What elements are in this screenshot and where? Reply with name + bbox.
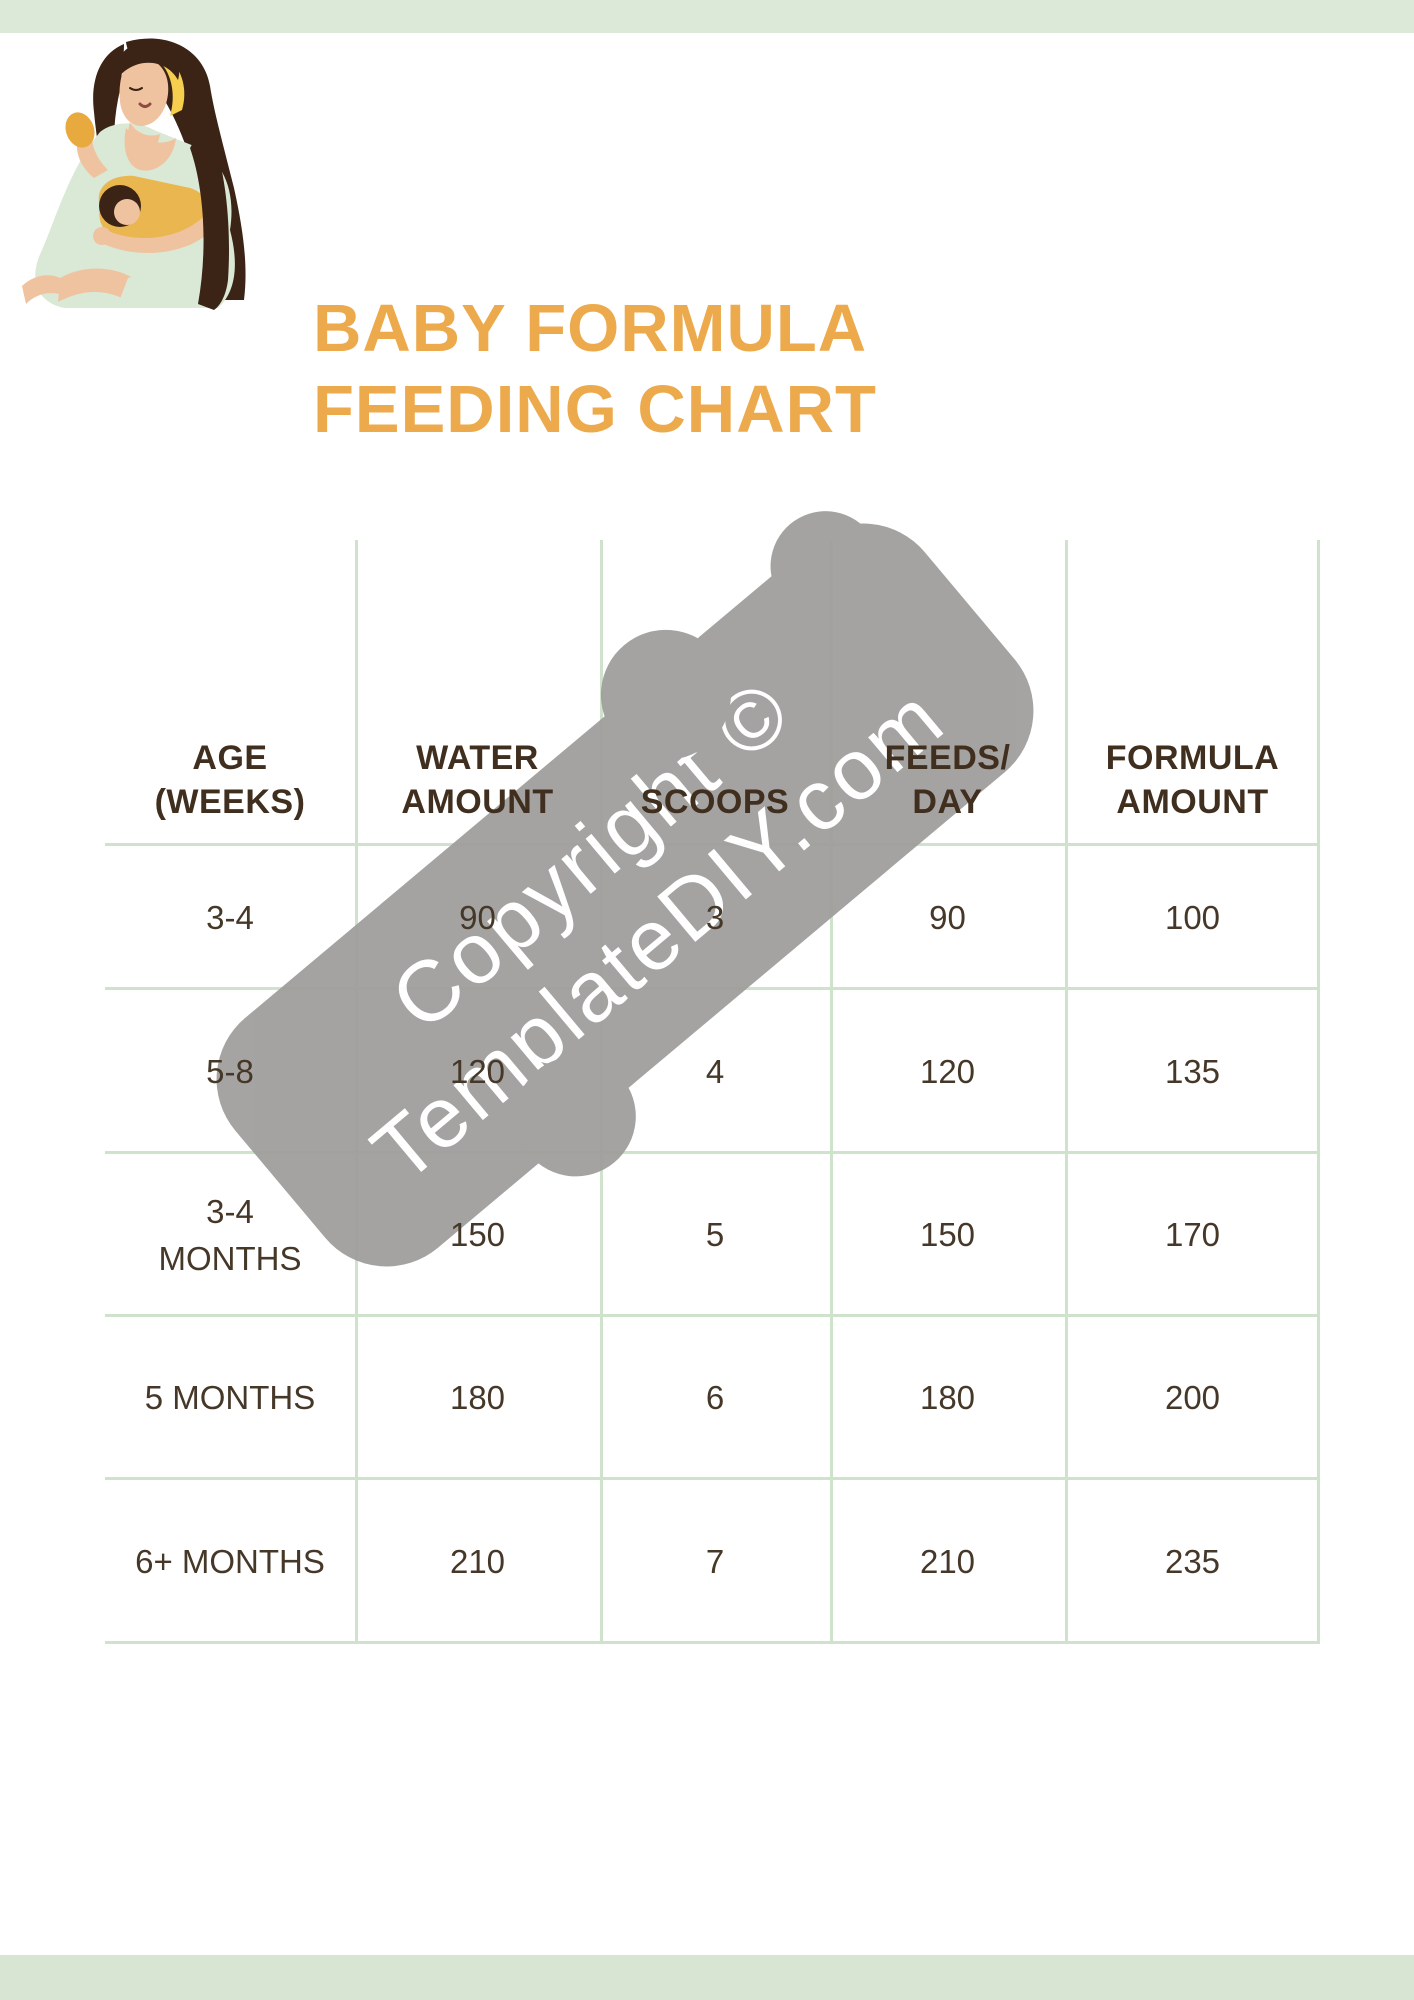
table-horizontal-line xyxy=(105,1314,1320,1317)
table-cell: 180 xyxy=(919,1379,976,1417)
table-cell: 235 xyxy=(1164,1542,1221,1580)
header-scoops: SCOOPS xyxy=(640,782,790,821)
table-cell: 5 MONTHS xyxy=(144,1379,316,1417)
table-cell: 6 xyxy=(705,1379,725,1417)
table-cell: 120 xyxy=(449,1052,506,1090)
header-age-weeks: AGE (WEEKS) xyxy=(154,738,306,821)
table-vertical-line xyxy=(1065,540,1068,1644)
table-cell: 210 xyxy=(919,1542,976,1580)
header-formula-amount: FORMULA AMOUNT xyxy=(1105,738,1280,821)
top-green-band xyxy=(0,0,1414,33)
table-cell: 150 xyxy=(919,1216,976,1254)
table-vertical-line xyxy=(830,540,833,1644)
table-cell: 180 xyxy=(449,1379,506,1417)
table-cells: AGE (WEEKS) WATER AMOUNT SCOOPS FEEDS/ D… xyxy=(105,540,1320,1644)
table-cell: 3-4 xyxy=(206,898,254,936)
table-horizontal-line xyxy=(105,1151,1320,1154)
page-title-line2: FEEDING CHART xyxy=(313,372,877,448)
mother-breastfeeding-baby-illustration xyxy=(22,38,246,310)
page-title-line1: BABY FORMULA xyxy=(313,291,868,366)
table-cell: 4 xyxy=(705,1052,725,1090)
table-cell: 5-8 xyxy=(206,1052,254,1090)
table-cell: 5 xyxy=(705,1216,725,1254)
table-cell: 6+ MONTHS xyxy=(135,1542,325,1580)
table-cell: 3-4 MONTHS xyxy=(158,1193,302,1277)
table-cell: 200 xyxy=(1164,1379,1221,1417)
feeding-chart-table: Copyright © TemplateDIY.com AGE (WEEKS) … xyxy=(105,488,1320,1644)
table-horizontal-line xyxy=(105,1641,1320,1644)
page-title: BABY FORMULA FEEDING CHART xyxy=(313,288,877,450)
table-cell: 120 xyxy=(919,1052,976,1090)
table-cell: 90 xyxy=(929,898,966,936)
table-horizontal-line xyxy=(105,1477,1320,1480)
table-cell: 100 xyxy=(1164,898,1221,936)
table-cell: 210 xyxy=(449,1542,506,1580)
header-feeds-day: FEEDS/ DAY xyxy=(884,738,1011,821)
header-water-amount: WATER AMOUNT xyxy=(401,738,554,821)
table-cell: 170 xyxy=(1164,1216,1221,1254)
table-vertical-line xyxy=(1317,540,1320,1644)
table-cell: 7 xyxy=(705,1542,725,1580)
table-cell: 90 xyxy=(459,898,496,936)
table-cell: 3 xyxy=(705,898,725,936)
table-cell: 135 xyxy=(1164,1052,1221,1090)
table-cell: 150 xyxy=(449,1216,506,1254)
bottom-green-band xyxy=(0,1955,1414,2000)
